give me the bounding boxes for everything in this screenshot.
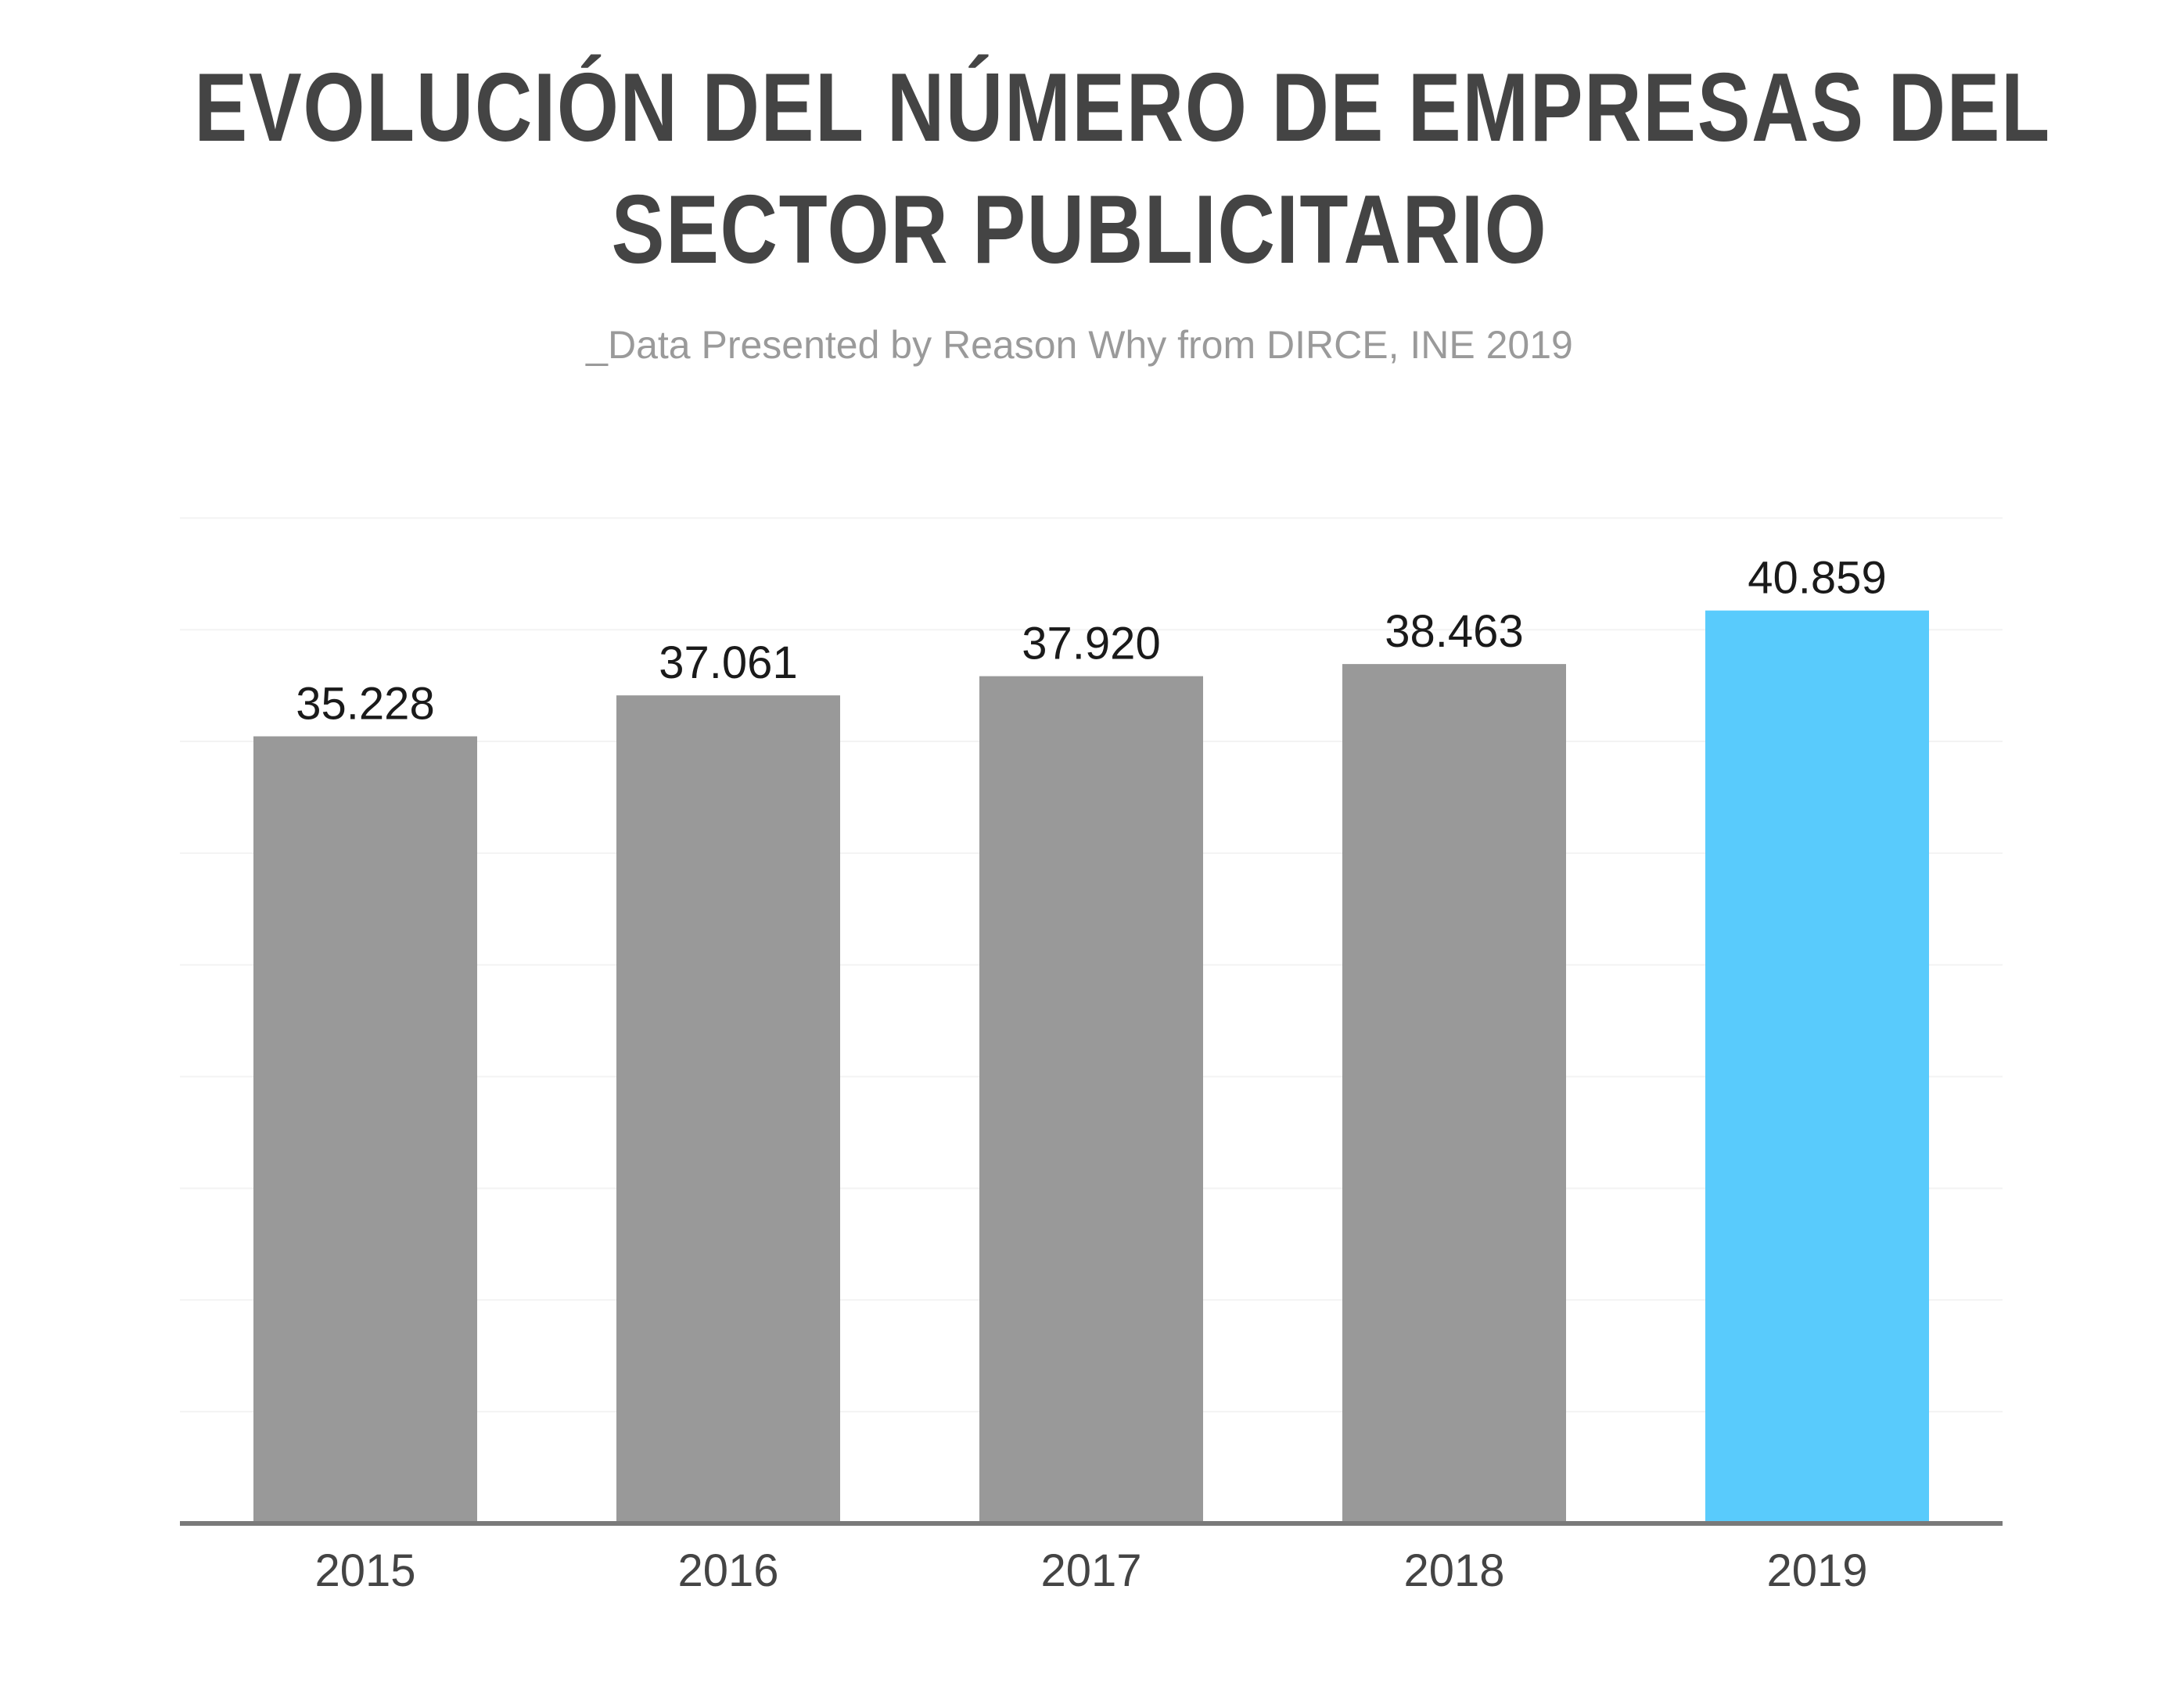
chart-title: EVOLUCIÓN DEL NÚMERO DE EMPRESAS DEL SEC… — [194, 47, 2051, 291]
bar-2018 — [1342, 664, 1566, 1523]
bar-2017 — [979, 676, 1203, 1523]
chart-title-line-1: EVOLUCIÓN DEL NÚMERO DE EMPRESAS DEL — [194, 54, 2051, 162]
tick-label-2018: 2018 — [1403, 1545, 1504, 1596]
tick-label-2019: 2019 — [1766, 1545, 1867, 1596]
value-label-2015: 35.228 — [296, 679, 434, 730]
chart-subtitle: _Data Presented by Reason Why from DIRCE… — [586, 323, 1573, 367]
value-label-2018: 38.463 — [1385, 606, 1523, 657]
value-label-2019: 40.859 — [1748, 553, 1886, 604]
bar-2015 — [253, 736, 477, 1523]
value-label-2016: 37.061 — [659, 637, 797, 688]
tick-label-2017: 2017 — [1040, 1545, 1141, 1596]
value-label-2017: 37.920 — [1022, 619, 1160, 669]
chart-title-line-2: SECTOR PUBLICITARIO — [611, 176, 1548, 284]
bar-2016 — [616, 695, 840, 1523]
tick-label-2016: 2016 — [677, 1545, 778, 1596]
tick-label-2015: 2015 — [314, 1545, 415, 1596]
bar-2019 — [1705, 610, 1929, 1523]
